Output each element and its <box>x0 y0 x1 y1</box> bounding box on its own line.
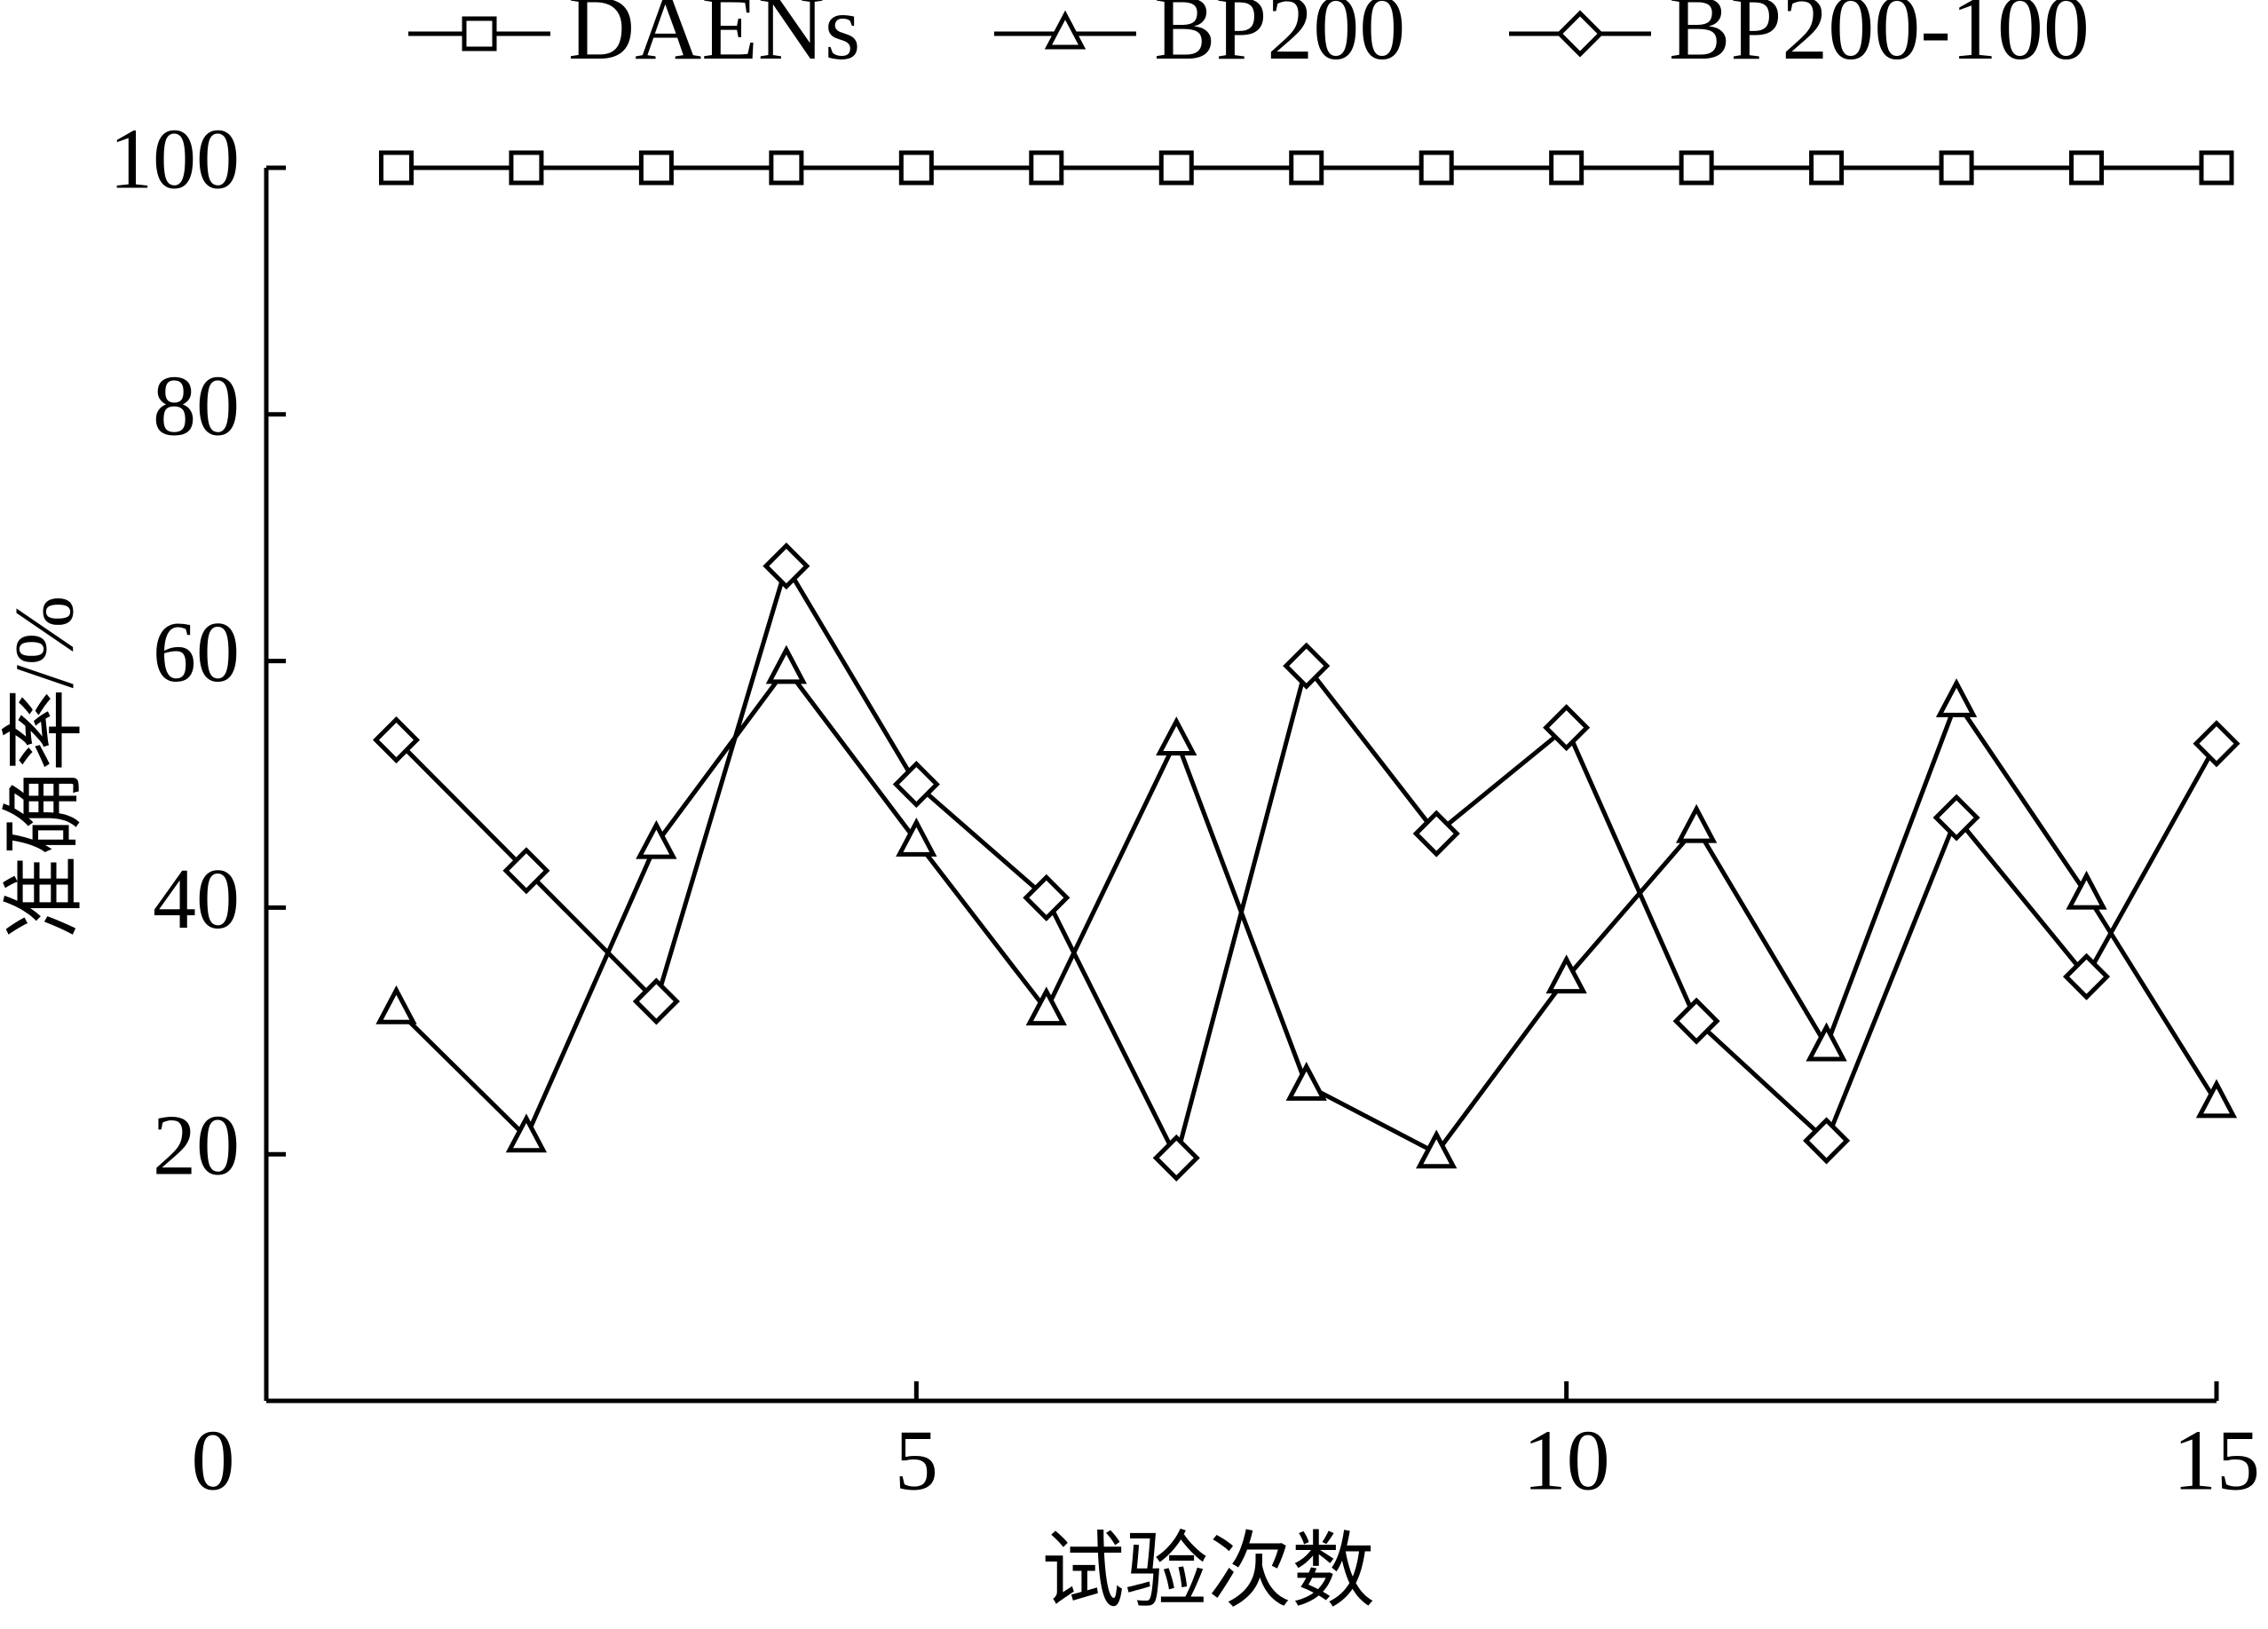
data-point <box>2062 953 2111 1000</box>
data-point <box>1418 150 1454 186</box>
data-point <box>636 819 677 859</box>
data-point <box>2069 150 2105 186</box>
y-tick-label: 40 <box>153 851 240 947</box>
data-point <box>2195 1079 2238 1119</box>
data-point <box>1803 1117 1851 1165</box>
data-point <box>509 150 544 186</box>
data-point <box>1289 150 1324 186</box>
data-point <box>1283 642 1331 690</box>
x-tick-label: 5 <box>895 1412 938 1508</box>
data-point <box>502 847 550 895</box>
data-point <box>1672 997 1720 1045</box>
data-point <box>1029 150 1064 186</box>
data-point <box>632 977 680 1025</box>
data-point <box>1545 954 1587 994</box>
data-point <box>1939 150 1974 186</box>
data-point <box>375 985 417 1024</box>
data-point <box>896 818 937 857</box>
y-tick-label: 20 <box>153 1098 240 1194</box>
data-point <box>1932 794 1980 842</box>
y-tick-label: 60 <box>153 605 240 700</box>
data-point <box>1023 874 1071 921</box>
data-point <box>1543 704 1591 752</box>
legend-marker <box>462 16 497 51</box>
data-point <box>1156 716 1197 755</box>
data-point <box>1935 678 1978 717</box>
data-point <box>1679 150 1714 186</box>
data-point <box>765 644 808 684</box>
data-point <box>763 542 810 590</box>
legend-label: DAENs <box>568 0 860 79</box>
data-point <box>1416 1129 1458 1169</box>
data-point <box>892 760 940 809</box>
legend-label: BP200-100 <box>1669 0 2090 79</box>
data-point <box>505 1113 548 1153</box>
data-point <box>1285 1062 1327 1101</box>
data-point <box>2193 720 2240 768</box>
data-point <box>2199 150 2234 186</box>
data-point <box>1158 150 1194 186</box>
data-point <box>1675 803 1718 843</box>
data-point <box>898 150 934 186</box>
data-point <box>1549 150 1584 186</box>
data-point <box>1152 1134 1200 1182</box>
data-point <box>1809 150 1845 186</box>
data-point <box>2066 870 2107 910</box>
x-tick-label: 15 <box>2173 1412 2260 1508</box>
x-tick-label: 10 <box>1523 1412 1610 1508</box>
data-point <box>1412 810 1460 858</box>
data-point <box>372 716 421 764</box>
y-tick-label: 100 <box>109 111 240 207</box>
data-point <box>1806 1022 1847 1062</box>
data-point <box>638 150 674 186</box>
data-point <box>378 150 414 186</box>
data-point <box>1025 986 1067 1026</box>
legend-marker <box>1556 10 1604 58</box>
y-axis-label: 准确率/% <box>0 596 91 938</box>
x-tick-label: 0 <box>192 1412 235 1508</box>
legend-marker <box>1044 10 1087 50</box>
legend-label: BP200 <box>1154 0 1405 79</box>
y-tick-label: 80 <box>153 358 240 454</box>
x-axis-label: 试验次数 <box>1041 1526 1375 1618</box>
data-point <box>769 150 804 186</box>
